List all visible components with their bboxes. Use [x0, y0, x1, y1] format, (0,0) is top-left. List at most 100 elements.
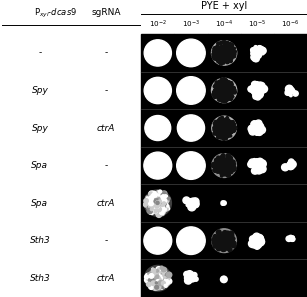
Circle shape	[255, 51, 261, 57]
Circle shape	[255, 239, 260, 243]
Circle shape	[226, 237, 231, 241]
Circle shape	[226, 49, 229, 53]
Circle shape	[215, 238, 219, 243]
Circle shape	[223, 52, 226, 54]
Circle shape	[253, 86, 257, 89]
Circle shape	[217, 247, 221, 251]
Circle shape	[224, 120, 226, 121]
Circle shape	[224, 90, 227, 92]
Circle shape	[224, 56, 228, 59]
Circle shape	[221, 52, 225, 55]
Circle shape	[287, 161, 294, 168]
Circle shape	[216, 88, 218, 89]
Circle shape	[223, 127, 225, 129]
Circle shape	[252, 161, 260, 168]
Circle shape	[224, 52, 226, 54]
Circle shape	[155, 208, 158, 211]
Circle shape	[225, 90, 228, 93]
Circle shape	[158, 287, 161, 290]
Circle shape	[212, 78, 237, 103]
Circle shape	[157, 277, 160, 281]
Text: 10$^{-2}$: 10$^{-2}$	[149, 19, 167, 30]
Circle shape	[217, 159, 219, 162]
Circle shape	[216, 51, 218, 53]
Circle shape	[220, 50, 223, 53]
Circle shape	[218, 126, 221, 128]
Circle shape	[224, 122, 227, 125]
Circle shape	[219, 91, 222, 93]
Circle shape	[258, 91, 260, 93]
Circle shape	[156, 267, 161, 272]
Circle shape	[158, 203, 162, 206]
Circle shape	[218, 58, 219, 59]
Circle shape	[214, 91, 216, 93]
Circle shape	[224, 83, 227, 86]
Circle shape	[225, 236, 227, 238]
Circle shape	[255, 164, 258, 167]
Circle shape	[225, 52, 228, 54]
Circle shape	[256, 126, 260, 130]
Circle shape	[156, 201, 158, 203]
Circle shape	[153, 279, 156, 282]
Circle shape	[158, 204, 163, 209]
Circle shape	[223, 80, 225, 82]
Circle shape	[214, 127, 216, 129]
Circle shape	[147, 207, 151, 210]
Circle shape	[158, 211, 161, 213]
Circle shape	[217, 240, 222, 245]
Circle shape	[228, 233, 232, 236]
Circle shape	[150, 285, 154, 289]
Circle shape	[220, 100, 221, 102]
Circle shape	[290, 88, 293, 91]
Circle shape	[158, 202, 162, 206]
Circle shape	[223, 241, 227, 244]
Circle shape	[220, 117, 222, 119]
Circle shape	[223, 51, 226, 55]
Circle shape	[227, 49, 230, 51]
Circle shape	[150, 276, 155, 280]
Circle shape	[225, 138, 227, 140]
Circle shape	[159, 199, 162, 202]
Circle shape	[151, 281, 156, 285]
Circle shape	[223, 56, 226, 59]
Circle shape	[255, 50, 260, 55]
Circle shape	[231, 90, 234, 93]
Circle shape	[220, 163, 225, 168]
Circle shape	[162, 207, 167, 211]
Circle shape	[231, 166, 236, 170]
Circle shape	[225, 124, 228, 127]
Circle shape	[223, 58, 226, 61]
Circle shape	[214, 168, 218, 171]
Circle shape	[230, 58, 231, 59]
Circle shape	[188, 272, 195, 279]
Circle shape	[157, 199, 161, 202]
Circle shape	[147, 282, 151, 287]
Circle shape	[153, 271, 158, 276]
Circle shape	[252, 85, 260, 93]
Circle shape	[250, 241, 254, 245]
Circle shape	[156, 270, 158, 272]
Circle shape	[230, 122, 232, 125]
Circle shape	[226, 53, 229, 56]
Circle shape	[251, 89, 254, 92]
Circle shape	[154, 284, 158, 288]
Circle shape	[223, 53, 225, 55]
Circle shape	[166, 273, 170, 277]
Circle shape	[223, 120, 225, 123]
Circle shape	[215, 54, 217, 57]
Circle shape	[157, 208, 160, 211]
Circle shape	[248, 86, 254, 92]
Circle shape	[223, 46, 225, 48]
Circle shape	[156, 209, 160, 212]
Circle shape	[221, 135, 224, 138]
Circle shape	[223, 89, 226, 91]
Circle shape	[229, 87, 232, 90]
Circle shape	[230, 94, 232, 95]
Circle shape	[232, 167, 235, 170]
Circle shape	[216, 53, 218, 55]
Circle shape	[159, 277, 164, 282]
Circle shape	[255, 167, 262, 174]
Circle shape	[215, 83, 217, 86]
Circle shape	[155, 285, 159, 289]
Circle shape	[156, 279, 158, 281]
